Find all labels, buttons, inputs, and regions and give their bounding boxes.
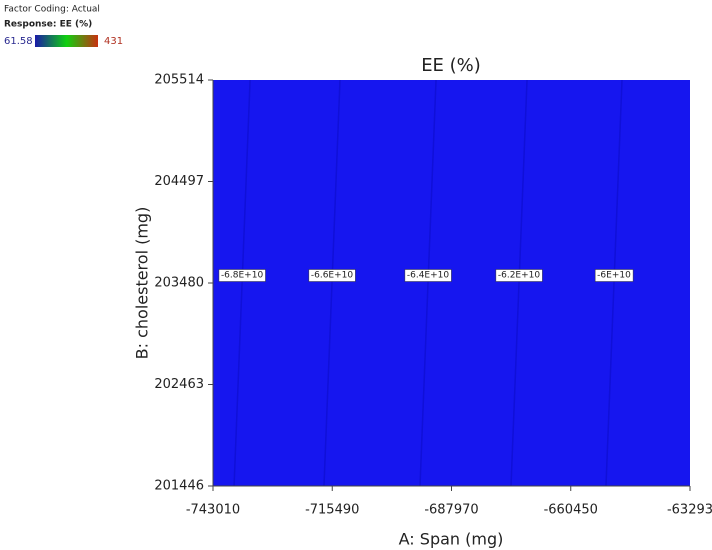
x-tick-label: -715490 bbox=[305, 503, 359, 518]
x-tick-label: -743010 bbox=[186, 503, 240, 518]
colorbar-max: 431 bbox=[104, 36, 123, 47]
response-label: Response: EE (%) bbox=[4, 20, 92, 30]
contour-label-box bbox=[404, 269, 452, 282]
y-axis-label: B: cholesterol (mg) bbox=[133, 207, 152, 360]
contour-label-text: -6.4E+10 bbox=[407, 271, 450, 281]
contour-label: -6E+10 bbox=[594, 269, 634, 282]
colorbar-min: 61.58 bbox=[4, 36, 33, 47]
contour-label-text: -6.2E+10 bbox=[498, 271, 541, 281]
factor-coding: Factor Coding: Actual bbox=[4, 5, 100, 15]
contour-label-box bbox=[495, 269, 543, 282]
contour-label: -6.4E+10 bbox=[404, 269, 452, 282]
contour-label-box bbox=[218, 269, 266, 282]
contour-label: -6.6E+10 bbox=[308, 269, 356, 282]
contour-line bbox=[233, 79, 251, 487]
contour-label-text: -6.6E+10 bbox=[311, 271, 354, 281]
contour-line bbox=[419, 79, 437, 487]
contour-label-box bbox=[308, 269, 356, 282]
x-tick-label: -63293 bbox=[667, 503, 712, 518]
y-tick-label: 204497 bbox=[154, 174, 204, 189]
contour-line bbox=[323, 79, 341, 487]
contour-label: -6.8E+10 bbox=[218, 269, 266, 282]
y-tick-label: 202463 bbox=[154, 377, 204, 392]
contour-label: -6.2E+10 bbox=[495, 269, 543, 282]
y-tick-label: 203480 bbox=[154, 276, 204, 291]
x-tick-label: -660450 bbox=[544, 503, 598, 518]
plot-fill bbox=[213, 80, 690, 486]
contour-line bbox=[510, 79, 528, 487]
contour-label-text: -6E+10 bbox=[597, 271, 631, 281]
x-axis-label: A: Span (mg) bbox=[399, 530, 504, 549]
contour-label-text: -6.8E+10 bbox=[221, 271, 264, 281]
chart-title: EE (%) bbox=[421, 55, 481, 76]
contour-line bbox=[605, 79, 623, 487]
y-tick-label: 205514 bbox=[154, 73, 204, 88]
colorbar bbox=[35, 35, 98, 47]
x-tick-label: -687970 bbox=[424, 503, 478, 518]
contour-label-box bbox=[594, 269, 634, 282]
y-tick-label: 201446 bbox=[154, 479, 204, 494]
